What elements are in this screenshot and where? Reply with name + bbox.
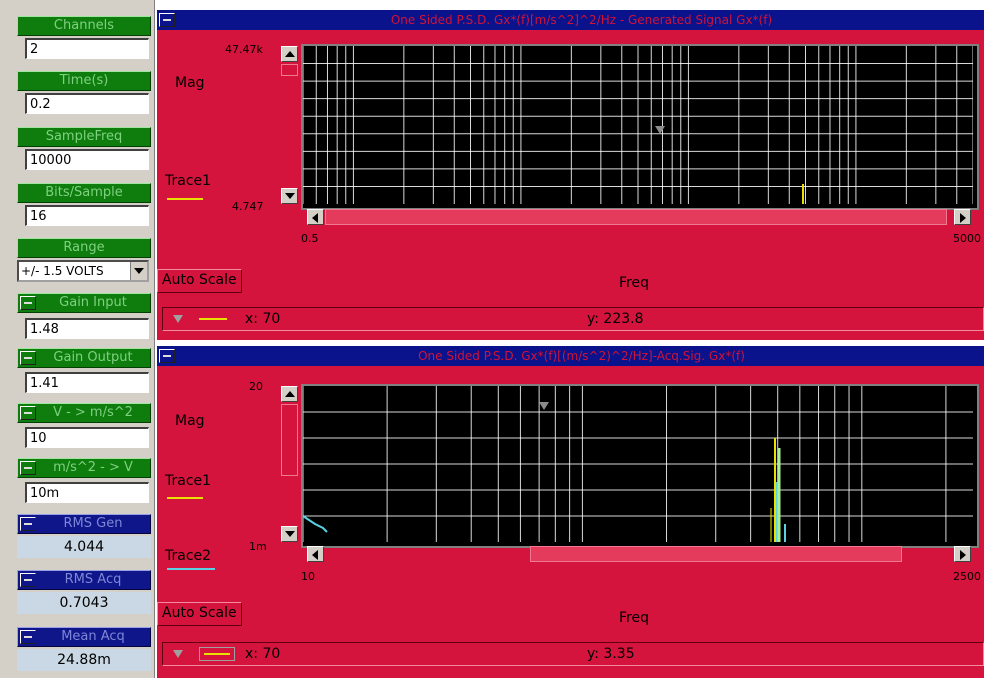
panel2-xlabel: Freq xyxy=(619,610,649,626)
ms2-to-v-field[interactable]: 10m xyxy=(25,482,149,503)
panel1-title: One Sided P.S.D. Gx*(f)[m/s^2]^2/Hz - Ge… xyxy=(157,10,984,30)
scroll-up-icon[interactable] xyxy=(281,46,298,62)
time-label: Time(s) xyxy=(17,71,151,91)
control-panel: Channels 2 Time(s) 0.2 SampleFreq 10000 … xyxy=(0,0,155,678)
bits-label: Bits/Sample xyxy=(17,183,151,203)
scroll-left-icon[interactable] xyxy=(307,209,324,225)
ms2-to-v-label: m/s^2 - > V xyxy=(17,458,151,478)
cursor-marker-icon xyxy=(173,315,183,323)
panel1-hscroll-thumb[interactable] xyxy=(325,209,947,225)
panel2-legend-trace1: Trace1 xyxy=(165,473,211,489)
rms-gen-label: RMS Gen xyxy=(17,514,151,534)
panel1-xlabel: Freq xyxy=(619,275,649,291)
panel1-legend-trace1: Trace1 xyxy=(165,173,211,189)
range-label: Range xyxy=(17,238,151,258)
panel2-title: One Sided P.S.D. Gx*(f)[(m/s^2)^2/Hz]-Ac… xyxy=(157,346,984,366)
samplefreq-label: SampleFreq xyxy=(17,127,151,147)
rms-gen-value: 4.044 xyxy=(17,536,151,558)
panel2-legend-trace1-swatch xyxy=(167,497,203,499)
gain-input-field[interactable]: 1.48 xyxy=(25,318,149,339)
mean-acq-value: 24.88m xyxy=(17,649,151,671)
panel2-plot[interactable] xyxy=(301,384,979,548)
minimize-icon[interactable] xyxy=(20,351,36,365)
scroll-right-icon[interactable] xyxy=(954,209,971,225)
rms-acq-value: 0.7043 xyxy=(17,592,151,614)
scroll-up-icon[interactable] xyxy=(281,386,298,402)
panel1-titlebar: One Sided P.S.D. Gx*(f)[m/s^2]^2/Hz - Ge… xyxy=(157,10,984,30)
panel2-xmin: 10 xyxy=(301,570,315,583)
channels-label: Channels xyxy=(17,16,151,36)
panel2-hscroll-thumb[interactable] xyxy=(530,546,902,562)
mean-acq-label: Mean Acq xyxy=(17,627,151,647)
minimize-icon[interactable] xyxy=(20,296,36,310)
scroll-down-icon[interactable] xyxy=(281,188,298,204)
panel1-ymax: 47.47k xyxy=(225,43,263,56)
panel1-plot[interactable] xyxy=(301,44,979,210)
channels-input[interactable]: 2 xyxy=(25,38,149,59)
panel1-vscroll[interactable] xyxy=(281,46,299,208)
minimize-icon[interactable] xyxy=(20,630,36,644)
scroll-left-icon[interactable] xyxy=(307,546,324,562)
panel2-readout-x: x: 70 xyxy=(245,646,280,662)
minimize-icon[interactable] xyxy=(159,349,175,363)
panel1-ymin: 4.747 xyxy=(232,200,264,213)
minimize-icon[interactable] xyxy=(20,573,36,587)
panel2-plot-area xyxy=(303,386,973,542)
cursor-marker-icon xyxy=(173,650,183,658)
time-input[interactable]: 0.2 xyxy=(25,93,149,114)
rms-acq-label: RMS Acq xyxy=(17,570,151,590)
scroll-right-icon[interactable] xyxy=(954,546,971,562)
v-to-ms2-field[interactable]: 10 xyxy=(25,427,149,448)
panel2-ymin: 1m xyxy=(249,540,267,553)
panel2-ylabel: Mag xyxy=(175,413,205,429)
samplefreq-input[interactable]: 10000 xyxy=(25,149,149,170)
panel1-autoscale-button[interactable]: Auto Scale xyxy=(157,269,242,293)
panel2-legend-trace2-swatch xyxy=(167,568,215,570)
panel1-ylabel: Mag xyxy=(175,75,205,91)
panel1-readout-y: y: 223.8 xyxy=(587,311,644,327)
panel1-readout-x: x: 70 xyxy=(245,311,280,327)
readout-trace-swatch xyxy=(199,318,227,320)
panel1-readout: x: 70 y: 223.8 xyxy=(162,307,984,331)
v-to-ms2-label: V - > m/s^2 xyxy=(17,403,151,423)
panel1-legend-trace1-swatch xyxy=(167,198,203,200)
panel2-ymax: 20 xyxy=(249,380,263,393)
gain-output-field[interactable]: 1.41 xyxy=(25,372,149,393)
panel2-readout: x: 70 y: 3.35 xyxy=(162,642,984,666)
range-select[interactable]: +/- 1.5 VOLTS xyxy=(17,260,149,282)
panel2-readout-y: y: 3.35 xyxy=(587,646,635,662)
minimize-icon[interactable] xyxy=(20,517,36,531)
trace2-line xyxy=(303,516,327,532)
bits-input[interactable]: 16 xyxy=(25,205,149,226)
panel1-xmax: 5000 xyxy=(953,232,981,245)
cursor-marker-icon[interactable] xyxy=(655,126,665,134)
minimize-icon[interactable] xyxy=(20,461,36,475)
minimize-icon[interactable] xyxy=(20,406,36,420)
minimize-icon[interactable] xyxy=(159,13,175,27)
gain-input-label: Gain Input xyxy=(17,293,151,313)
panel2-vscroll[interactable] xyxy=(281,386,299,546)
panel2-xmax: 2500 xyxy=(953,570,981,583)
psd-acquired-panel: One Sided P.S.D. Gx*(f)[(m/s^2)^2/Hz]-Ac… xyxy=(157,346,984,678)
panel2-legend-trace2: Trace2 xyxy=(165,548,211,564)
gain-output-label: Gain Output xyxy=(17,348,151,368)
panel2-vscroll-thumb[interactable] xyxy=(281,404,298,476)
panel2-titlebar: One Sided P.S.D. Gx*(f)[(m/s^2)^2/Hz]-Ac… xyxy=(157,346,984,366)
scroll-down-icon[interactable] xyxy=(281,526,298,542)
readout-trace-swatch xyxy=(204,653,230,655)
readout-trace-box xyxy=(199,647,235,661)
psd-generated-panel: One Sided P.S.D. Gx*(f)[m/s^2]^2/Hz - Ge… xyxy=(157,10,984,340)
panel1-vscroll-thumb[interactable] xyxy=(281,64,298,76)
dropdown-arrow-icon[interactable] xyxy=(130,262,147,280)
cursor-marker-icon[interactable] xyxy=(539,402,549,410)
range-value: +/- 1.5 VOLTS xyxy=(21,264,104,278)
panel1-xmin: 0.5 xyxy=(301,232,319,245)
panel2-autoscale-button[interactable]: Auto Scale xyxy=(157,602,242,626)
panel1-plot-area xyxy=(303,46,973,204)
